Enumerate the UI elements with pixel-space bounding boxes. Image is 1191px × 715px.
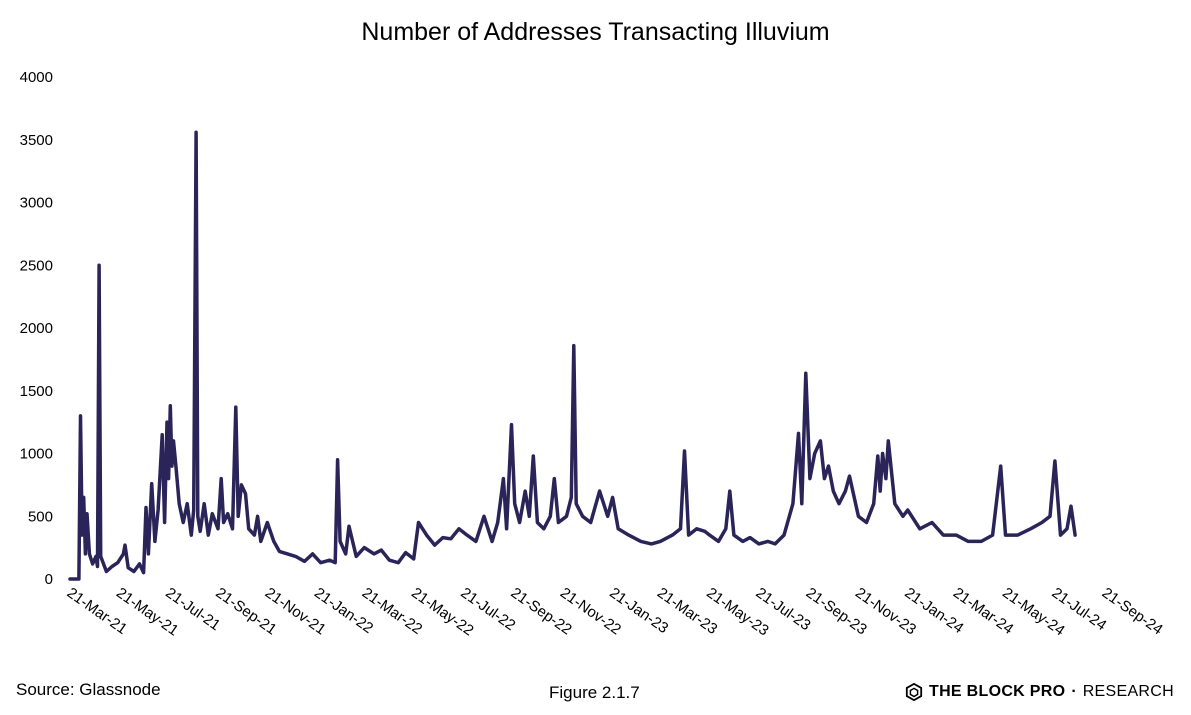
x-axis: 21-Mar-2121-May-2121-Jul-2121-Sep-2121-N… bbox=[64, 584, 1166, 639]
brand-separator: · bbox=[1071, 683, 1077, 700]
y-tick-label: 3500 bbox=[20, 132, 53, 149]
chart-title: Number of Addresses Transacting Illuvium bbox=[361, 18, 830, 46]
figure-label: Figure 2.1.7 bbox=[549, 683, 640, 702]
x-tick-label: 21-Sep-24 bbox=[1099, 584, 1166, 638]
y-tick-label: 2500 bbox=[20, 257, 53, 274]
y-tick-label: 500 bbox=[28, 508, 53, 525]
series-layer bbox=[68, 130, 1077, 581]
series-line bbox=[68, 130, 1077, 581]
brand-name: THE BLOCK PRO bbox=[929, 683, 1066, 700]
brand-subtitle: RESEARCH bbox=[1082, 683, 1174, 700]
cube-icon bbox=[905, 683, 923, 701]
y-tick-label: 1500 bbox=[20, 383, 53, 400]
y-tick-label: 0 bbox=[45, 571, 53, 588]
y-tick-label: 2000 bbox=[20, 320, 53, 337]
brand-logo: THE BLOCK PRO · RESEARCH bbox=[905, 683, 1174, 701]
line-chart: 0 500 1000 1500 2000 2500 3000 3500 4000 21-Mar-… bbox=[20, 69, 1166, 639]
y-axis: 0 500 1000 1500 2000 2500 3000 3500 4000 bbox=[20, 69, 53, 588]
y-tick-label: 1000 bbox=[20, 446, 53, 463]
y-tick-label: 4000 bbox=[20, 69, 53, 86]
source-note: Source: Glassnode bbox=[16, 680, 161, 699]
y-tick-label: 3000 bbox=[20, 195, 53, 212]
